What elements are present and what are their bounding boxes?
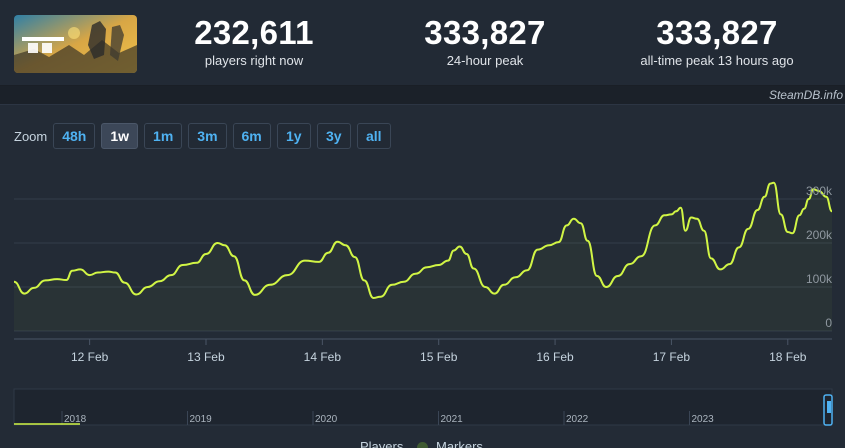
x-tick-label: 14 Feb (304, 350, 342, 364)
x-tick-label: 16 Feb (536, 350, 574, 364)
y-tick-label: 100k (806, 272, 833, 286)
x-axis-ticks: 12 Feb 13 Feb 14 Feb 15 Feb 16 Feb 17 Feb 18 F… (71, 339, 807, 364)
chart-legend: Players Markers (360, 439, 483, 448)
x-tick-label: 17 Feb (653, 350, 691, 364)
players-series-line (13, 181, 833, 299)
x-tick-label: 18 Feb (769, 350, 807, 364)
markers-dot-icon (417, 442, 429, 448)
game-capsule-image[interactable] (14, 15, 137, 73)
zoom-button-3y[interactable]: 3y (316, 123, 351, 149)
chart-panel: Zoom 48h 1w 1m 3m 6m 1y 3y all 0 100k 200k… (0, 104, 845, 448)
range-navigator[interactable]: 2018 2019 2020 2021 2022 2023 (13, 388, 833, 426)
legend-markers-item[interactable]: Markers (417, 439, 483, 448)
day-peak-value: 333,827 (424, 14, 546, 51)
navigator-range-handle (823, 394, 833, 426)
legend-players[interactable]: Players (360, 439, 404, 448)
player-count-chart[interactable]: 0 100k 200k 300k 12 Feb 13 Feb 14 Feb 15 Feb 16… (0, 105, 845, 448)
day-peak-label: 24-hour peak (446, 53, 524, 68)
navigator-year-label: 2018 (64, 414, 87, 425)
x-tick-label: 12 Feb (71, 350, 109, 364)
y-tick-label: 200k (806, 228, 833, 242)
current-players-stat: 232,611 players right now (172, 13, 336, 69)
zoom-button-all[interactable]: all (356, 123, 391, 149)
y-tick-label: 0 (825, 316, 832, 330)
zoom-button-6m[interactable]: 6m (232, 123, 271, 149)
stats-header: 232,611 players right now 333,827 24-hou… (0, 0, 845, 86)
all-time-peak-label: all-time peak 13 hours ago (640, 53, 794, 68)
navigator-year-label: 2021 (441, 414, 464, 425)
y-axis-ticks: 0 100k 200k 300k (806, 184, 833, 330)
all-time-peak-value: 333,827 (656, 14, 778, 51)
navigator-year-label: 2019 (190, 414, 213, 425)
navigator-year-label: 2023 (692, 414, 715, 425)
chart-line-layer (13, 181, 833, 299)
legend-markers: Markers (435, 439, 483, 448)
navigator-range-fill (827, 401, 831, 413)
zoom-button-3m[interactable]: 3m (188, 123, 227, 149)
zoom-controls: Zoom 48h 1w 1m 3m 6m 1y 3y all (14, 123, 397, 149)
x-tick-label: 15 Feb (420, 350, 458, 364)
zoom-label: Zoom (14, 128, 48, 144)
navigator-year-label: 2020 (315, 414, 338, 425)
players-area (14, 182, 832, 331)
zoom-button-48h[interactable]: 48h (53, 123, 96, 149)
zoom-button-1y[interactable]: 1y (276, 123, 311, 149)
current-players-value: 232,611 (194, 14, 314, 51)
x-tick-label: 13 Feb (187, 350, 225, 364)
chart-area-fill (14, 182, 832, 331)
steamdb-credit-link[interactable]: SteamDB.info (768, 88, 843, 102)
zoom-button-1w[interactable]: 1w (101, 123, 139, 149)
day-peak-stat: 333,827 24-hour peak (400, 13, 570, 69)
zoom-button-1m[interactable]: 1m (144, 123, 183, 149)
all-time-peak-stat: 333,827 all-time peak 13 hours ago (620, 13, 814, 69)
navigator-year-label: 2022 (566, 414, 589, 425)
y-tick-label: 300k (806, 184, 833, 198)
navigator-track (13, 388, 833, 426)
current-players-label: players right now (204, 53, 304, 68)
